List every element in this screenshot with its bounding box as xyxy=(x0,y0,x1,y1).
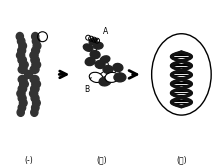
Ellipse shape xyxy=(85,57,95,66)
Ellipse shape xyxy=(83,44,93,51)
Ellipse shape xyxy=(32,80,40,88)
Ellipse shape xyxy=(100,56,110,63)
Ellipse shape xyxy=(19,42,26,50)
Ellipse shape xyxy=(19,99,27,107)
Ellipse shape xyxy=(103,65,113,73)
Ellipse shape xyxy=(113,63,123,71)
Ellipse shape xyxy=(29,90,38,98)
Ellipse shape xyxy=(32,37,40,45)
Text: A: A xyxy=(96,27,108,41)
Ellipse shape xyxy=(93,42,103,49)
Ellipse shape xyxy=(18,65,27,73)
Ellipse shape xyxy=(95,60,105,68)
Ellipse shape xyxy=(17,51,25,59)
Ellipse shape xyxy=(18,104,26,112)
Ellipse shape xyxy=(114,73,126,82)
Text: (二): (二) xyxy=(97,156,107,165)
Ellipse shape xyxy=(31,85,39,93)
Ellipse shape xyxy=(18,56,26,64)
Ellipse shape xyxy=(18,75,27,83)
Ellipse shape xyxy=(31,108,38,116)
Ellipse shape xyxy=(33,42,41,50)
Ellipse shape xyxy=(105,72,119,82)
Text: (-): (-) xyxy=(24,156,33,165)
Ellipse shape xyxy=(32,61,41,69)
Ellipse shape xyxy=(30,65,39,73)
Ellipse shape xyxy=(89,39,97,45)
Text: (三): (三) xyxy=(176,156,187,165)
Ellipse shape xyxy=(25,70,33,78)
Ellipse shape xyxy=(90,51,100,59)
Ellipse shape xyxy=(18,47,26,55)
Ellipse shape xyxy=(20,61,28,69)
Ellipse shape xyxy=(17,108,24,116)
Ellipse shape xyxy=(17,37,25,45)
Text: B: B xyxy=(84,77,91,94)
Ellipse shape xyxy=(16,33,23,40)
Ellipse shape xyxy=(32,104,39,112)
Ellipse shape xyxy=(31,56,39,64)
Ellipse shape xyxy=(31,94,39,102)
Ellipse shape xyxy=(99,77,111,86)
Ellipse shape xyxy=(17,90,25,98)
Ellipse shape xyxy=(32,33,39,40)
Ellipse shape xyxy=(30,75,39,83)
Ellipse shape xyxy=(89,72,103,82)
Ellipse shape xyxy=(18,85,27,93)
Ellipse shape xyxy=(18,94,26,102)
Ellipse shape xyxy=(32,99,40,107)
Ellipse shape xyxy=(152,34,211,115)
Ellipse shape xyxy=(20,80,28,88)
Ellipse shape xyxy=(32,47,40,55)
Ellipse shape xyxy=(30,51,38,59)
